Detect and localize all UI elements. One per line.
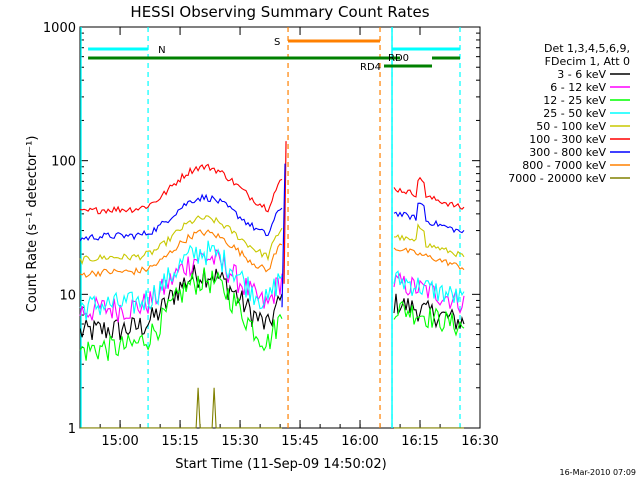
x-tick-label: 15:45 — [281, 434, 318, 449]
x-tick-label: 15:00 — [101, 434, 138, 449]
flag-label: RD0 — [388, 53, 409, 64]
legend-header: FDecim 1, Att 0 — [545, 55, 630, 68]
series-line — [393, 272, 465, 314]
y-tick-label: 1000 — [43, 21, 76, 36]
legend-entry-label: 50 - 100 keV — [536, 120, 606, 133]
series-line — [79, 229, 283, 278]
series-line — [393, 247, 465, 271]
legend-entry-label: 300 - 800 keV — [529, 146, 606, 159]
legend-entry-label: 800 - 7000 keV — [522, 159, 606, 172]
chart-title: HESSI Observing Summary Count Rates — [130, 3, 429, 21]
series-line — [393, 202, 465, 234]
series-line — [80, 163, 283, 215]
x-tick-label: 15:15 — [161, 434, 198, 449]
y-tick-label: 1 — [68, 422, 76, 437]
series-line — [79, 193, 283, 242]
x-axis-label: Start Time (11-Sep-09 14:50:02) — [175, 457, 386, 472]
series-line — [393, 223, 465, 258]
plot-layer: 15:00 15:15 15:30 15:45 16:00 16:15 16:30 1 10 10… — [43, 21, 499, 449]
legend-entry-label: 3 - 6 keV — [557, 68, 606, 81]
y-tick-label: 10 — [59, 288, 76, 303]
legend-entry-label: 7000 - 20000 keV — [508, 172, 606, 185]
series-line — [79, 215, 283, 266]
x-tick-label: 16:30 — [461, 434, 498, 449]
flag-label: N — [158, 45, 165, 56]
flare-spike — [281, 163, 286, 308]
x-tick-label: 16:00 — [341, 434, 378, 449]
legend-entry-label: 6 - 12 keV — [550, 81, 606, 94]
flag-label: RD4 — [360, 62, 381, 73]
legend-entry-label: 100 - 300 keV — [529, 133, 606, 146]
series-line — [80, 387, 282, 429]
series-line — [393, 270, 465, 303]
legend-header: Det 1,3,4,5,6,9, — [544, 42, 630, 55]
series-line — [393, 176, 465, 210]
series-line — [79, 249, 283, 323]
series-line — [393, 300, 465, 337]
x-tick-label: 16:15 — [401, 434, 438, 449]
footer-timestamp: 16-Mar-2010 07:09 — [560, 468, 637, 477]
y-axis-label: Count Rate (s⁻¹ detector⁻¹) — [25, 136, 40, 313]
legend: Det 1,3,4,5,6,9,FDecim 1, Att 03 - 6 keV… — [508, 42, 630, 185]
series-line — [393, 293, 465, 330]
flare-spike — [283, 141, 287, 284]
legend-entry-label: 25 - 50 keV — [543, 107, 606, 120]
legend-entry-label: 12 - 25 keV — [543, 94, 606, 107]
series-line — [79, 240, 283, 321]
y-tick-label: 100 — [51, 155, 76, 170]
flag-label: S — [274, 37, 280, 48]
series-line — [79, 267, 283, 361]
series-line — [79, 264, 283, 341]
x-tick-label: 15:30 — [221, 434, 258, 449]
